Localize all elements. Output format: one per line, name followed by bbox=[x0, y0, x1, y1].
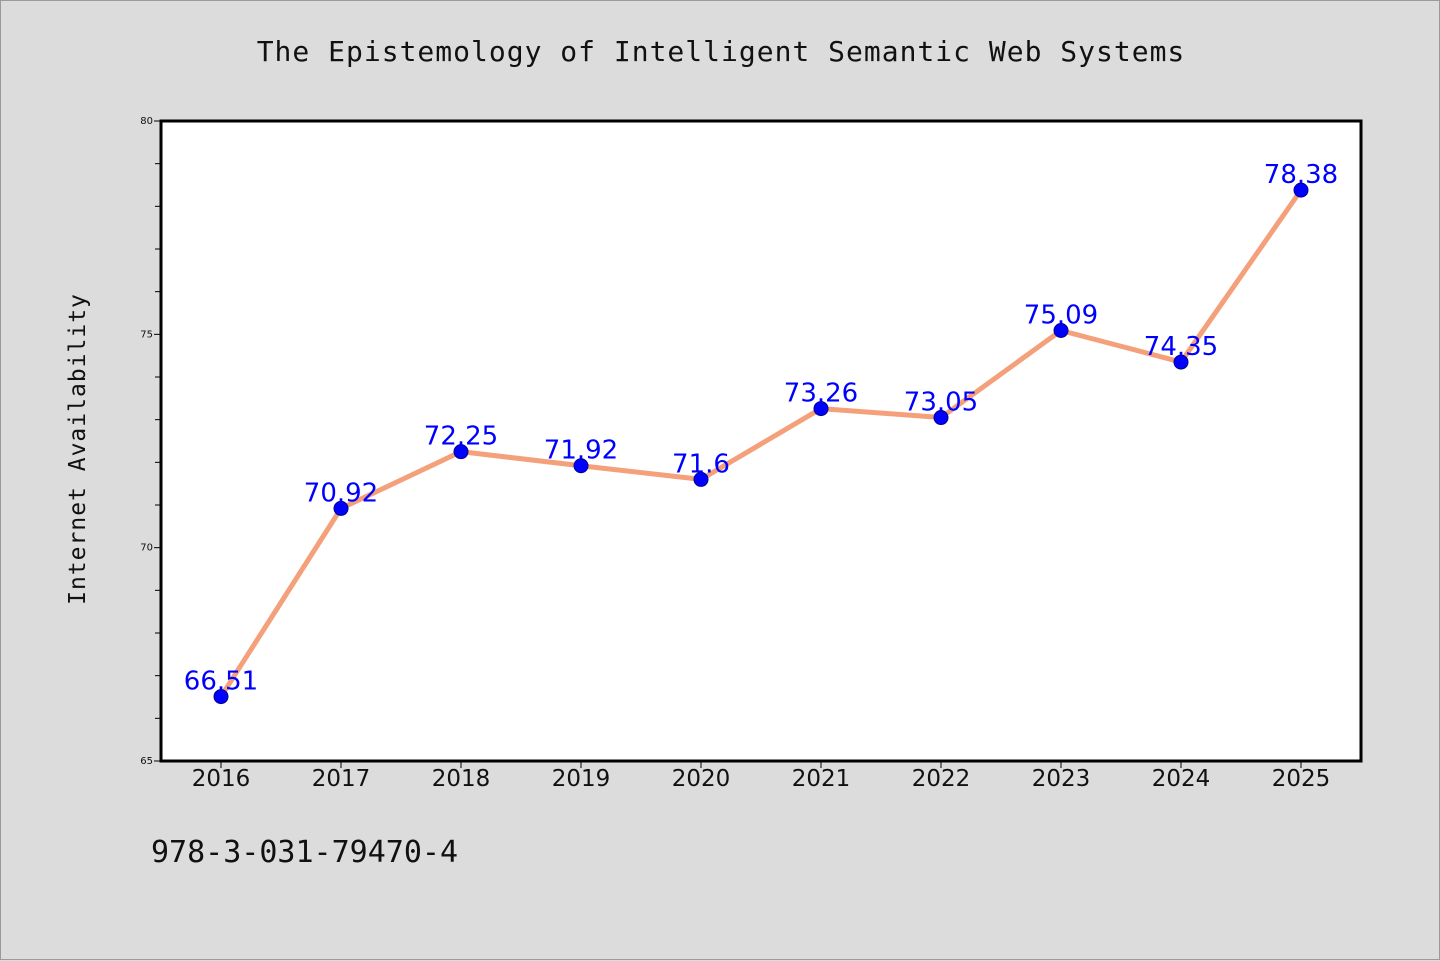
data-label: 78.38 bbox=[1264, 160, 1338, 190]
data-point bbox=[933, 410, 949, 426]
x-tick-label: 2022 bbox=[912, 766, 971, 792]
data-point bbox=[573, 458, 589, 474]
data-labels: 66.51 70.92 72.25 71.92 71.6 73.26 73.05 75.09 7… bbox=[184, 160, 1338, 696]
data-point bbox=[333, 500, 349, 516]
y-tick-label: 70 bbox=[140, 543, 153, 554]
data-label: 72.25 bbox=[424, 422, 498, 452]
data-point bbox=[1293, 182, 1309, 198]
x-tick-label: 2018 bbox=[432, 766, 491, 792]
data-label: 71.92 bbox=[544, 436, 618, 466]
x-tick-label: 2016 bbox=[192, 766, 251, 792]
plot-area bbox=[159, 119, 1363, 763]
isbn-text: 978-3-031-79470-4 bbox=[151, 835, 459, 870]
data-point bbox=[1173, 354, 1189, 370]
x-tick-label: 2021 bbox=[792, 766, 851, 792]
y-axis-label: Internet Availability bbox=[65, 293, 91, 605]
data-point bbox=[1053, 322, 1069, 338]
data-point bbox=[213, 689, 229, 705]
data-label: 75.09 bbox=[1024, 300, 1098, 330]
data-label: 73.26 bbox=[784, 379, 858, 409]
x-tick-label: 2025 bbox=[1272, 766, 1331, 792]
y-tick-label: 75 bbox=[140, 329, 153, 340]
series-line bbox=[218, 187, 1304, 700]
y-tick-label: 65 bbox=[140, 756, 153, 767]
data-point bbox=[453, 444, 469, 460]
x-tick-label: 2024 bbox=[1152, 766, 1211, 792]
x-tick-label: 2019 bbox=[552, 766, 611, 792]
x-axis: 2016 2017 2018 2019 2020 2021 2022 2023 2024 2025 bbox=[192, 761, 1331, 792]
data-points bbox=[213, 182, 1309, 705]
chart-title: The Epistemology of Intelligent Semantic… bbox=[256, 35, 1186, 68]
x-tick-label: 2020 bbox=[672, 766, 731, 792]
data-label: 74.35 bbox=[1144, 332, 1218, 362]
data-label: 73.05 bbox=[904, 388, 978, 418]
x-tick-label: 2023 bbox=[1032, 766, 1091, 792]
data-label: 66.51 bbox=[184, 667, 258, 697]
y-tick-label: 80 bbox=[140, 116, 153, 127]
y-axis: 65 70 75 80 bbox=[140, 116, 161, 767]
data-point bbox=[693, 471, 709, 487]
x-tick-label: 2017 bbox=[312, 766, 371, 792]
data-label: 71.6 bbox=[672, 449, 730, 479]
data-label: 70.92 bbox=[304, 478, 378, 508]
data-point bbox=[813, 401, 829, 417]
